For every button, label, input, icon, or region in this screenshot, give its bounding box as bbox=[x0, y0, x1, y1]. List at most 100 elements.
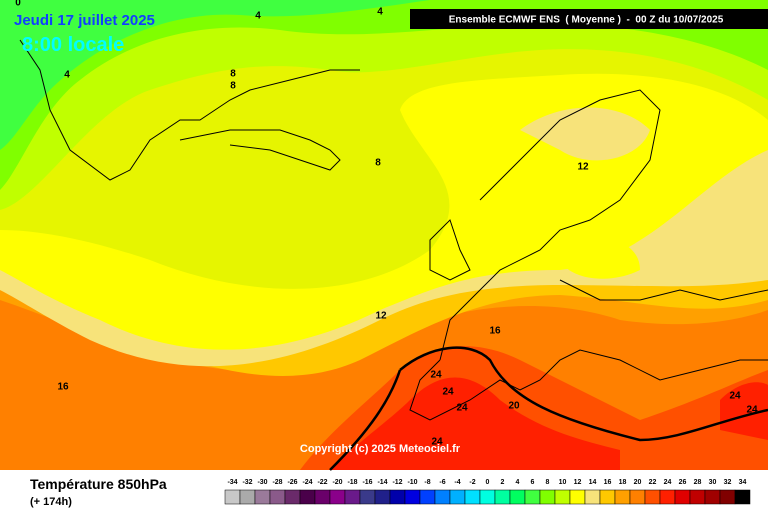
scale-label: 14 bbox=[589, 479, 597, 486]
scale-label: -20 bbox=[332, 479, 342, 486]
scale-swatch bbox=[239, 489, 256, 505]
scale-label: -12 bbox=[392, 479, 402, 486]
contour-label: 12 bbox=[577, 162, 589, 173]
scale-swatch bbox=[329, 489, 346, 505]
contour-label: 20 bbox=[508, 401, 520, 412]
scale-label: 8 bbox=[546, 479, 550, 486]
scale-swatch bbox=[569, 489, 586, 505]
scale-swatch bbox=[314, 489, 331, 505]
scale-swatch bbox=[539, 489, 556, 505]
iceland-coast bbox=[179, 129, 341, 171]
zone-14-scandinavia bbox=[520, 107, 650, 161]
contour-label: 24 bbox=[729, 391, 741, 402]
contour-label: 8 bbox=[230, 69, 236, 80]
model-banner bbox=[410, 9, 768, 29]
contour-label: 4 bbox=[255, 11, 261, 22]
europe-coast bbox=[439, 89, 661, 361]
scale-swatch bbox=[629, 489, 646, 505]
scale-swatch bbox=[614, 489, 631, 505]
scale-label: 28 bbox=[694, 479, 702, 486]
footer-title: Température 850hPa bbox=[30, 476, 167, 492]
scale-swatch bbox=[389, 489, 406, 505]
scale-swatch bbox=[554, 489, 571, 505]
scale-label: -10 bbox=[407, 479, 417, 486]
uk-coast bbox=[429, 219, 471, 281]
scale-swatch bbox=[599, 489, 616, 505]
scale-label: 4 bbox=[516, 479, 520, 486]
color-scale: -34 -32 -30 -28 -26 -2 4 -22 -20 -18 -16 -14 -12 -10 -… bbox=[224, 479, 751, 505]
isotherm-20-west bbox=[329, 369, 402, 471]
scale-label: -2 bbox=[469, 479, 475, 486]
contour-label: 8 bbox=[375, 158, 381, 169]
scale-swatch bbox=[584, 489, 601, 505]
time: 8:00 locale bbox=[22, 34, 124, 56]
scale-swatch bbox=[644, 489, 661, 505]
contour-label: 16 bbox=[57, 382, 69, 393]
model: Ensemble ECMWF ENS ( Moyenne ) - 00 Z du… bbox=[449, 15, 724, 26]
scale-label: -28 bbox=[272, 479, 282, 486]
zone-4 bbox=[0, 0, 430, 150]
scale-label: 32 bbox=[724, 479, 732, 486]
scale-label: -32 bbox=[242, 479, 252, 486]
scale-swatch bbox=[734, 489, 751, 505]
scale-label: -34 bbox=[227, 479, 237, 486]
scale-label: -14 bbox=[377, 479, 387, 486]
scale-swatch bbox=[404, 489, 421, 505]
coastlines bbox=[19, 39, 768, 421]
scale-label: 26 bbox=[679, 479, 687, 486]
scale-label: 30 bbox=[709, 479, 717, 486]
scale-label: 20 bbox=[634, 479, 642, 486]
zone-24 bbox=[330, 377, 620, 470]
greenland-coast bbox=[19, 39, 360, 181]
contour-label: 16 bbox=[489, 326, 501, 337]
scale-swatch bbox=[719, 489, 736, 505]
lead-time: (+ 174h) bbox=[30, 496, 72, 508]
scale-label: -26 bbox=[287, 479, 297, 486]
contour-label: 4 bbox=[377, 7, 383, 18]
scale-swatch bbox=[254, 489, 271, 505]
scale-label: 24 bbox=[664, 479, 672, 486]
scale-swatch bbox=[344, 489, 361, 505]
contour-label: 24 bbox=[442, 387, 454, 398]
contour-label: 4 bbox=[64, 70, 70, 81]
scale-swatch bbox=[659, 489, 676, 505]
scale-swatch bbox=[359, 489, 376, 505]
scale-label: 6 bbox=[531, 479, 535, 486]
scale-swatch bbox=[494, 489, 511, 505]
contour-label: 24 bbox=[456, 403, 468, 414]
scale-label: -16 bbox=[362, 479, 372, 486]
scale-swatch bbox=[689, 489, 706, 505]
zone-12-poland bbox=[560, 236, 640, 279]
scale-label: 10 bbox=[559, 479, 567, 486]
scale-swatch bbox=[419, 489, 436, 505]
scale-swatch bbox=[269, 489, 286, 505]
copyright: Copyright (c) 2025 Meteociel.fr bbox=[300, 443, 461, 455]
scale-swatch bbox=[704, 489, 721, 505]
scale-swatch bbox=[509, 489, 526, 505]
scale-label: 34 bbox=[739, 479, 747, 486]
scale-swatch bbox=[449, 489, 466, 505]
scale-label: 18 bbox=[619, 479, 627, 486]
scale-swatch bbox=[284, 489, 301, 505]
scale-swatch bbox=[299, 489, 316, 505]
borders bbox=[559, 279, 768, 301]
scale-label: -22 bbox=[317, 479, 327, 486]
scale-swatch bbox=[479, 489, 496, 505]
isotherm-20 bbox=[399, 346, 768, 442]
contour-label: 24 bbox=[431, 437, 443, 448]
scale-label: -30 bbox=[257, 479, 267, 486]
scale-label: 22 bbox=[649, 479, 657, 486]
contour-label: 8 bbox=[230, 81, 236, 92]
mediterranean-coast bbox=[409, 349, 768, 421]
contour-label: 0 bbox=[15, 0, 21, 9]
scale-label: 2 bbox=[501, 479, 505, 486]
contour-label: 24 bbox=[430, 370, 442, 381]
contour-label: 12 bbox=[375, 311, 387, 322]
zone-8 bbox=[0, 0, 768, 210]
scale-label: -18 bbox=[347, 479, 357, 486]
scale-label: -4 bbox=[454, 479, 460, 486]
scale-label: 12 bbox=[574, 479, 582, 486]
